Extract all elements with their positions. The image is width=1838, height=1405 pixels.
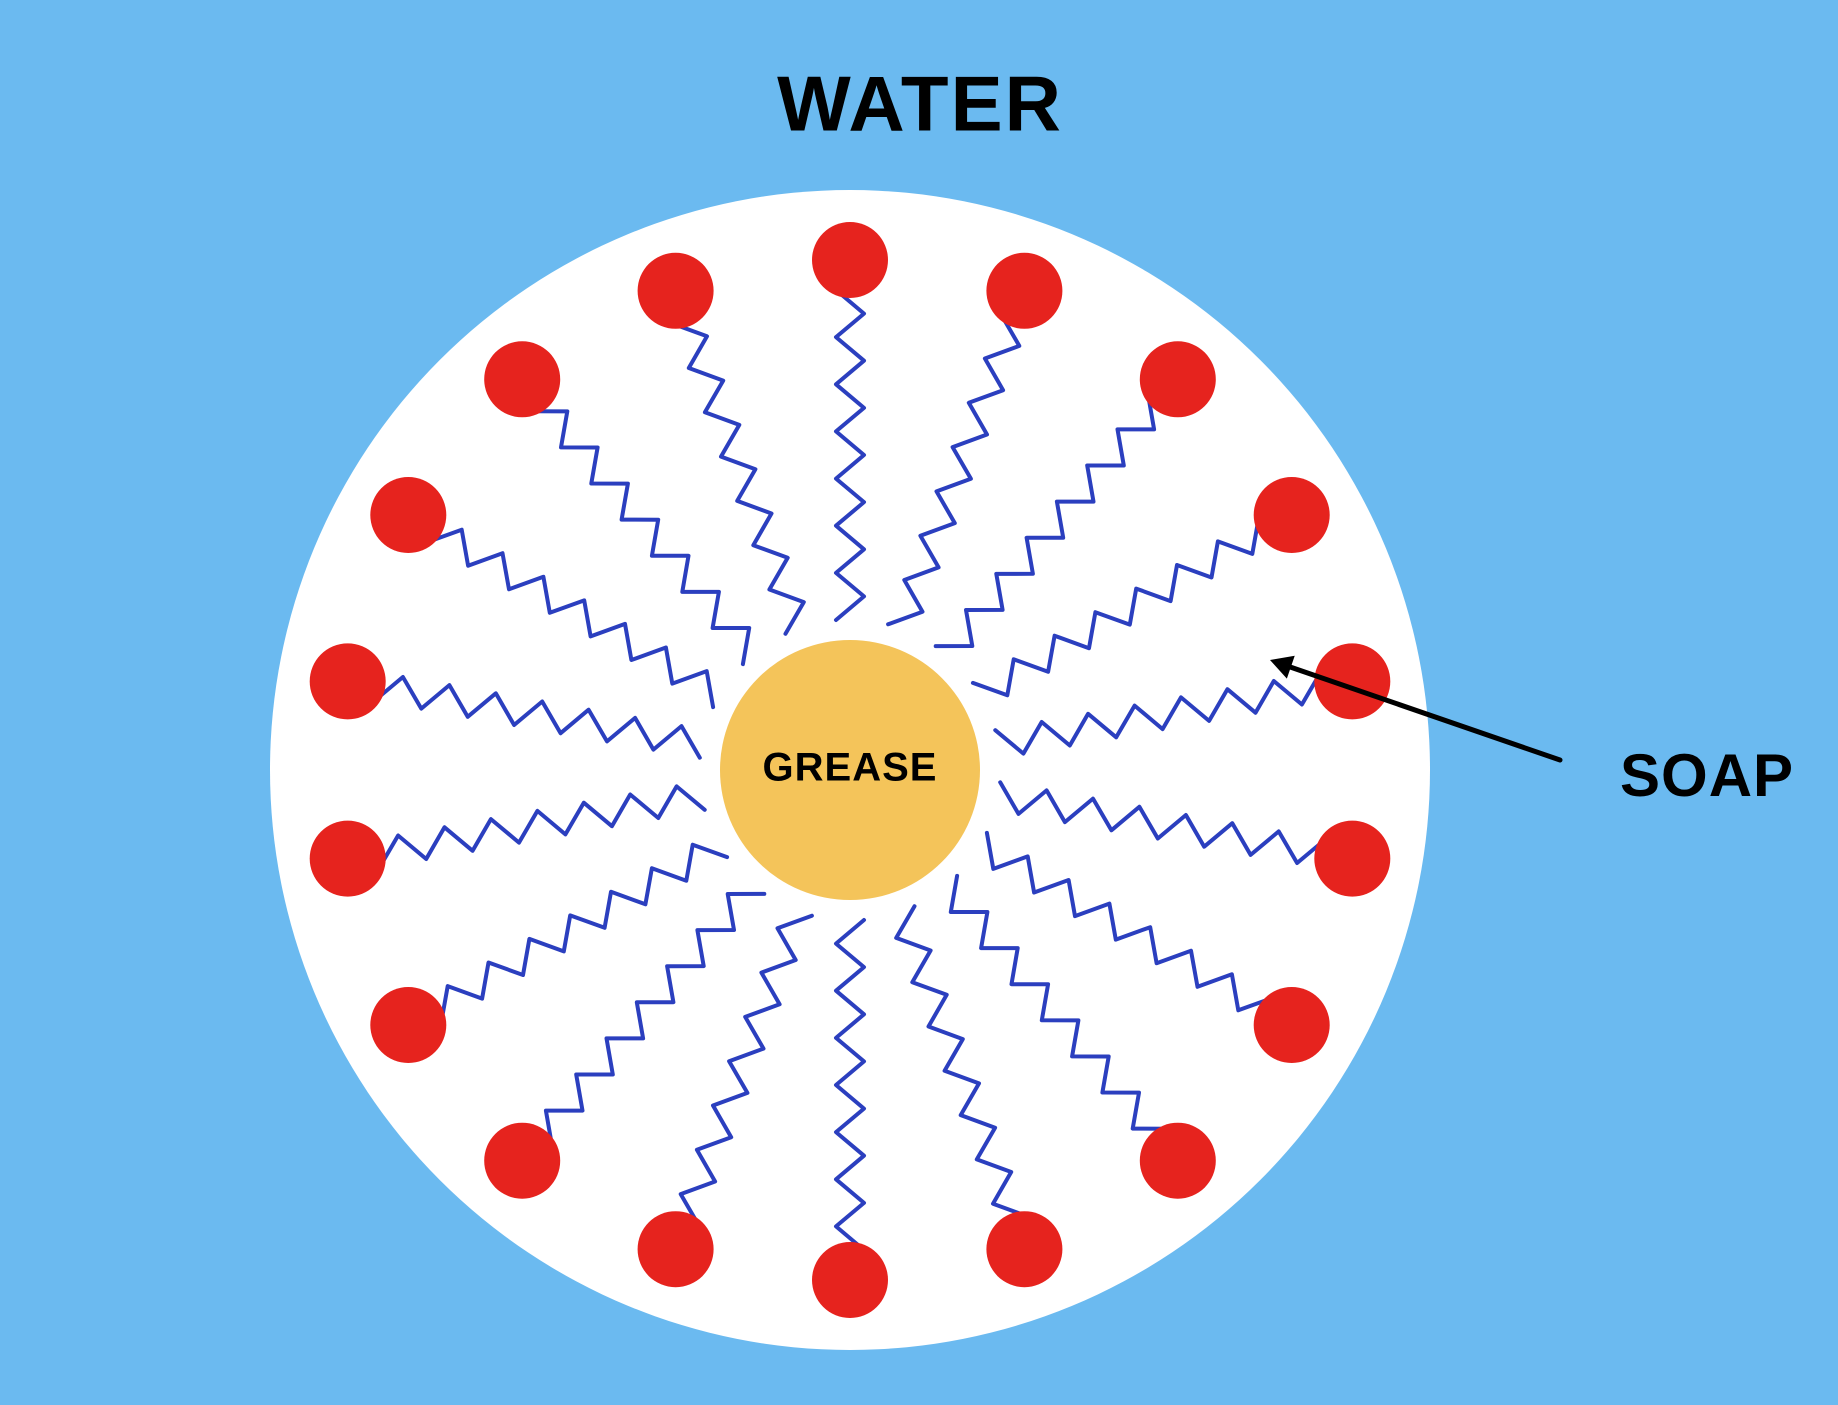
water-label: WATER (777, 60, 1063, 148)
soap-head (370, 987, 446, 1063)
soap-label: SOAP (1620, 742, 1794, 809)
soap-head (638, 253, 714, 329)
soap-head (986, 1211, 1062, 1287)
diagram-stage: GREASE WATER SOAP (0, 0, 1838, 1405)
soap-head (1140, 1123, 1216, 1199)
soap-head (1254, 987, 1330, 1063)
soap-head (1314, 821, 1390, 897)
micelle-diagram: GREASE WATER SOAP (0, 0, 1838, 1405)
soap-head (1254, 477, 1330, 553)
soap-head (812, 222, 888, 298)
soap-head (484, 1123, 560, 1199)
soap-head (812, 1242, 888, 1318)
soap-head (1140, 341, 1216, 417)
soap-head (310, 643, 386, 719)
soap-head (484, 341, 560, 417)
soap-head (638, 1211, 714, 1287)
soap-head (310, 821, 386, 897)
soap-head (986, 253, 1062, 329)
soap-head (370, 477, 446, 553)
grease-label: GREASE (763, 746, 938, 790)
